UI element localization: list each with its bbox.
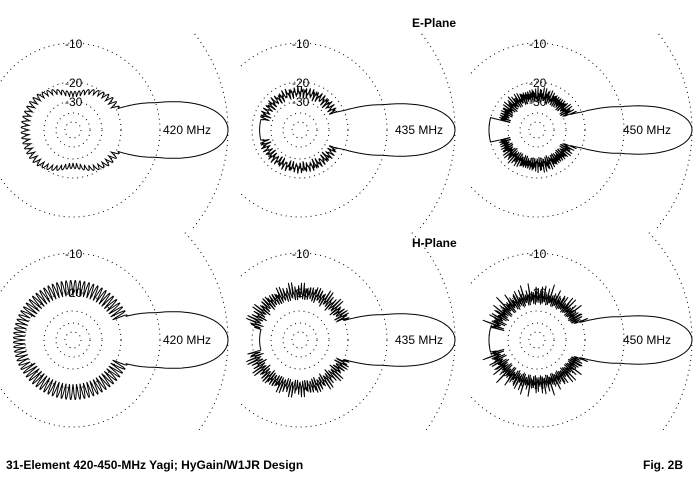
grid-ring <box>43 100 103 160</box>
ring-label: -30 <box>65 95 83 109</box>
grid-ring <box>251 291 349 389</box>
frequency-label: 450 MHz <box>623 333 671 347</box>
ring-label: -10 <box>292 247 310 261</box>
figure-caption: 31-Element 420-450-MHz Yagi; HyGain/W1JR… <box>6 458 303 472</box>
ring-label: -20 <box>529 76 547 90</box>
grid-ring <box>528 121 546 139</box>
grid-ring <box>240 252 388 428</box>
grid-ring <box>270 100 330 160</box>
grid-ring <box>291 121 309 139</box>
ring-label: -10 <box>292 37 310 51</box>
frequency-label: 435 MHz <box>395 123 443 137</box>
frequency-label: 420 MHz <box>163 333 211 347</box>
ring-label: -30 <box>529 95 547 109</box>
ring-label: -10 <box>65 247 83 261</box>
grid-ring <box>470 42 625 218</box>
grid-ring <box>251 81 349 179</box>
polar-plot-h-plane-1: -10 -20 420 MHz <box>0 232 229 430</box>
grid-ring <box>507 100 567 160</box>
polar-plot-h-plane-3: -10 -20 450 MHz <box>470 232 693 430</box>
figure-label: Fig. 2B <box>643 458 683 472</box>
radiation-pattern <box>259 86 456 174</box>
ring-label: -20 <box>65 76 83 90</box>
ring-label: -20 <box>65 286 83 300</box>
radiation-pattern <box>245 282 456 398</box>
h-plane-title: H-Plane <box>412 236 457 250</box>
frequency-label: 420 MHz <box>163 123 211 137</box>
ring-label: -10 <box>529 37 547 51</box>
grid-ring <box>240 42 388 218</box>
ring-label: -20 <box>292 76 310 90</box>
frequency-label: 450 MHz <box>623 123 671 137</box>
grid-ring <box>55 112 91 148</box>
grid-ring <box>282 322 318 358</box>
polar-plot-e-plane-2: -10 -20 -30 435 MHz <box>240 32 456 230</box>
polar-plot-e-plane-3: -10 -20 -30 450 MHz <box>470 32 693 230</box>
grid-ring <box>507 310 567 370</box>
ring-label: -20 <box>529 286 547 300</box>
grid-ring <box>488 291 586 389</box>
grid-ring <box>291 331 309 349</box>
polar-plot-e-plane-1: -10 -20 -30 420 MHz <box>0 32 229 230</box>
grid-ring <box>528 331 546 349</box>
grid-ring <box>270 310 330 370</box>
ring-label: -20 <box>292 286 310 300</box>
grid-ring <box>0 252 161 428</box>
grid-ring <box>43 310 103 370</box>
grid-ring <box>470 252 625 428</box>
grid-ring <box>519 112 555 148</box>
grid-ring <box>55 322 91 358</box>
grid-ring <box>519 322 555 358</box>
grid-ring <box>282 112 318 148</box>
radiation-pattern <box>488 86 693 174</box>
e-plane-title: E-Plane <box>412 16 456 30</box>
frequency-label: 435 MHz <box>395 333 443 347</box>
ring-label: -30 <box>292 95 310 109</box>
grid-ring <box>24 81 122 179</box>
grid-ring <box>190 32 229 230</box>
polar-plot-h-plane-2: -10 -20 435 MHz <box>240 232 456 430</box>
ring-label: -10 <box>65 37 83 51</box>
radiation-pattern <box>20 89 229 171</box>
radiation-pattern <box>482 283 693 397</box>
grid-ring <box>64 331 82 349</box>
grid-ring <box>0 42 161 218</box>
grid-ring <box>64 121 82 139</box>
radiation-pattern <box>13 280 229 400</box>
ring-label: -10 <box>529 247 547 261</box>
